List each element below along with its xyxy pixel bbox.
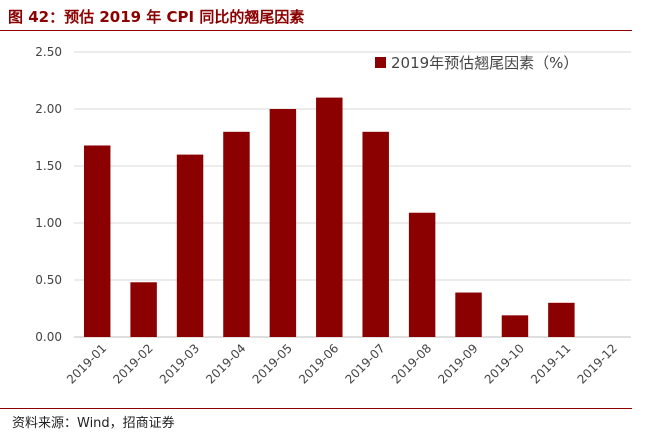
x-tick-label: 2019-06: [296, 341, 341, 386]
bar: [501, 315, 529, 337]
legend-swatch: [375, 57, 386, 68]
y-axis-ticks: 0.00 0.50 1.00 1.50 2.00 2.50: [35, 45, 62, 344]
legend-label: 2019年预估翘尾因素（%）: [391, 54, 578, 72]
y-tick-label: 0.50: [35, 273, 62, 287]
x-tick-label: 2019-03: [157, 341, 202, 386]
x-tick-label: 2019-04: [203, 341, 248, 386]
bar: [269, 109, 297, 337]
bar: [176, 154, 204, 337]
y-tick-label: 0.00: [35, 330, 62, 344]
y-tick-label: 1.50: [35, 159, 62, 173]
bar: [455, 292, 482, 337]
bar: [408, 212, 436, 337]
x-tick-label: 2019-11: [528, 341, 573, 386]
title-divider: [0, 30, 632, 31]
bars: [83, 97, 575, 337]
footer-divider: [0, 408, 632, 409]
y-tick-label: 2.00: [35, 102, 62, 116]
x-tick-label: 2019-01: [64, 341, 109, 386]
y-tick-label: 1.00: [35, 216, 62, 230]
x-tick-label: 2019-12: [575, 341, 620, 386]
bar: [362, 131, 389, 337]
bar: [548, 302, 575, 337]
source-note: 资料来源：Wind，招商证券: [12, 416, 175, 431]
y-tick-label: 2.50: [35, 45, 62, 59]
bar: [316, 97, 343, 337]
gridlines: [74, 51, 631, 338]
chart-title: 图 42：预估 2019 年 CPI 同比的翘尾因素: [8, 8, 305, 26]
x-tick-label: 2019-09: [435, 341, 480, 386]
legend: 2019年预估翘尾因素（%）: [375, 54, 578, 72]
bar: [223, 131, 250, 337]
x-tick-label: 2019-07: [342, 341, 387, 386]
x-tick-label: 2019-02: [110, 341, 155, 386]
bar: [130, 282, 157, 337]
x-tick-label: 2019-08: [389, 341, 434, 386]
bar: [83, 145, 111, 337]
x-axis-ticks: 2019-01 2019-02 2019-03 2019-04 2019-05 2019-…: [64, 341, 620, 386]
x-tick-label: 2019-05: [250, 341, 295, 386]
x-tick-label: 2019-10: [482, 341, 527, 386]
